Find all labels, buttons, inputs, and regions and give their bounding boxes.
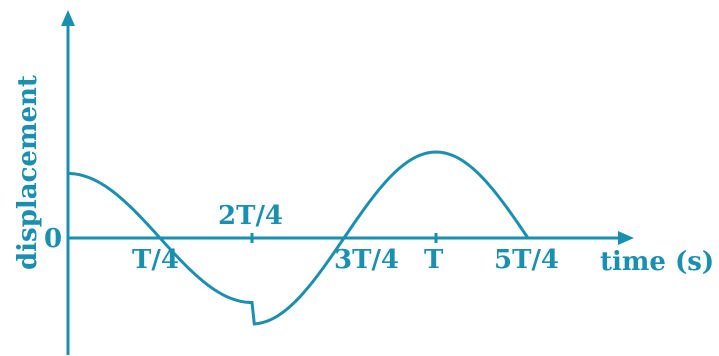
x-axis-arrow [618, 231, 634, 245]
axes [61, 10, 634, 355]
label-layer: displacement time (s) 0 T/4 2T/4 3T/4 T 5T/4 [13, 75, 714, 277]
origin-label: 0 [44, 224, 62, 254]
x-tick-label: T [424, 245, 444, 275]
x-tick-label: 5T/4 [494, 245, 559, 275]
x-tick-label: T/4 [132, 245, 179, 275]
curve-layer [68, 150, 530, 326]
x-axis-title: time (s) [600, 247, 714, 277]
displacement-curve [68, 150, 530, 326]
x-tick-label: 3T/4 [334, 245, 399, 275]
y-axis-arrow [61, 10, 75, 26]
x-tick-label: 2T/4 [218, 201, 283, 231]
y-axis-title: displacement [13, 75, 43, 270]
